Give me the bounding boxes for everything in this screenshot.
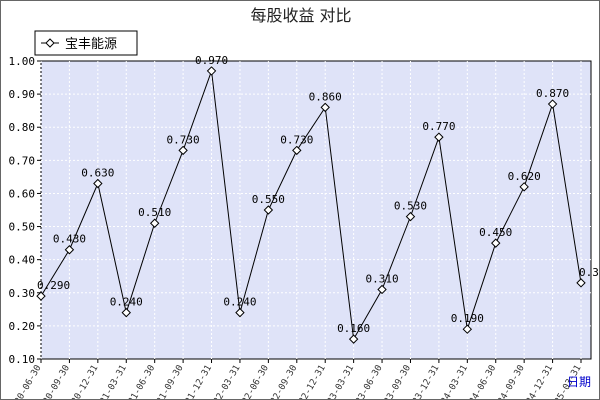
data-point-marker	[462, 324, 473, 334]
data-label: 0.770	[422, 120, 455, 133]
data-label: 0.620	[508, 170, 541, 183]
data-label: 0.530	[394, 200, 427, 213]
chart-title: 每股收益 对比	[250, 6, 351, 25]
data-point-marker	[377, 284, 387, 295]
data-point-marker	[576, 278, 586, 288]
data-label: 0.160	[337, 322, 370, 335]
y-axis-ticks: 1.00 0.90 0.80 0.70 0.60 0.50 0.40 0.30 0.20 0.10	[9, 55, 41, 366]
data-point-marker	[547, 99, 558, 109]
data-label: 0.450	[479, 226, 512, 239]
data-point-marker	[64, 245, 75, 255]
y-tick-label: 0.40	[9, 254, 36, 267]
y-tick-label: 0.80	[9, 121, 36, 134]
series-line	[40, 70, 582, 341]
y-tick-label: 0.10	[9, 353, 36, 366]
data-point-marker	[519, 182, 529, 192]
data-point-marker	[149, 218, 160, 228]
data-point-marker	[93, 178, 103, 189]
data-point-marker	[178, 145, 188, 156]
data-point-marker	[121, 307, 131, 318]
legend-diamond-marker-icon	[45, 38, 55, 48]
y-tick-label: 0.20	[9, 320, 36, 333]
data-label: 0.190	[451, 312, 484, 325]
grid-lines	[40, 61, 591, 359]
x-axis-label: 日期	[567, 375, 591, 389]
data-label: 0.430	[53, 233, 86, 246]
y-tick-label: 1.00	[9, 55, 36, 68]
y-tick-label: 0.70	[9, 154, 36, 167]
data-label: 0.510	[138, 206, 171, 219]
y-tick-label: 0.30	[9, 287, 36, 300]
data-point-marker	[348, 334, 359, 344]
data-point-marker	[36, 291, 46, 301]
data-point-marker	[235, 307, 245, 318]
data-label: 0.730	[167, 133, 200, 146]
data-point-marker	[320, 102, 330, 113]
legend: 宝丰能源	[34, 30, 138, 56]
data-point-marker	[263, 205, 274, 215]
data-point-marker	[434, 132, 444, 142]
data-point-marker	[206, 66, 217, 76]
y-tick-label: 0.90	[9, 88, 36, 101]
data-label: 0.730	[280, 133, 313, 146]
y-tick-label: 0.50	[9, 221, 36, 234]
data-label: 0.290	[37, 279, 70, 292]
data-label: 0.970	[195, 54, 228, 67]
data-label: 0.630	[81, 167, 114, 180]
data-label: 0.550	[252, 193, 285, 206]
data-label: 0.310	[365, 272, 398, 285]
data-label: 0.870	[536, 87, 569, 100]
data-labels: 0.290 0.430 0.630 0.240 0.510 0.730 0.970 0.240…	[37, 54, 599, 335]
x-axis-ticks: 2020-06-302020-09-302020-12-312021-03-31…	[8, 359, 584, 399]
data-label: 0.860	[309, 90, 342, 103]
y-tick-label: 0.60	[9, 187, 36, 200]
legend-label: 宝丰能源	[65, 37, 117, 52]
data-point-marker	[491, 238, 501, 248]
series-layer	[36, 66, 586, 344]
data-label: 0.240	[223, 296, 256, 309]
data-label: 0.330	[579, 266, 599, 279]
plot-area	[40, 60, 592, 360]
data-point-marker	[405, 211, 416, 222]
data-label: 0.240	[110, 296, 143, 309]
x-tick-label: 2020-06-30	[8, 364, 44, 400]
data-point-marker	[292, 145, 302, 156]
